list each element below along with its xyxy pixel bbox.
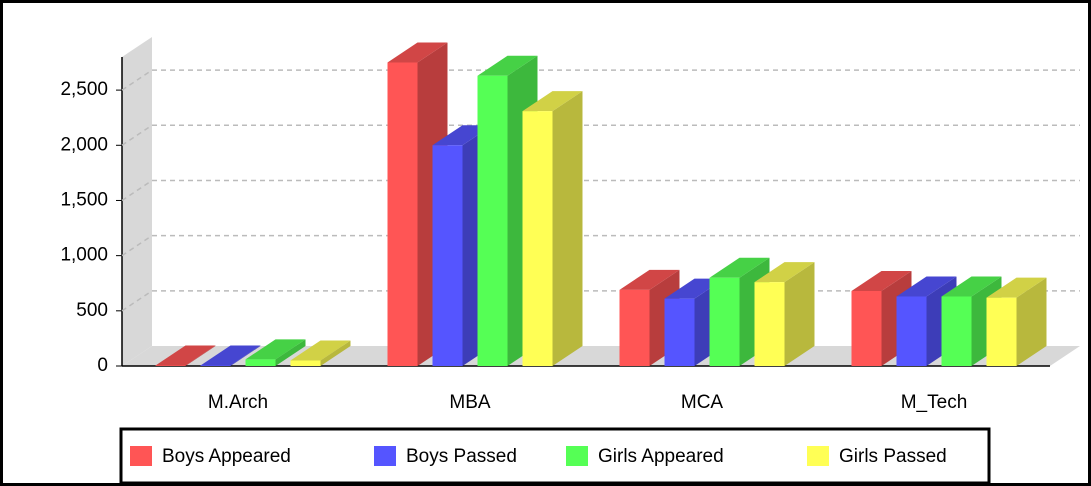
legend-label: Boys Appeared — [162, 446, 291, 467]
bar-top — [619, 269, 680, 290]
bar — [200, 345, 261, 366]
bar-top — [986, 277, 1047, 298]
grid-line — [121, 179, 153, 202]
bar-side — [230, 345, 261, 366]
bar — [245, 339, 306, 366]
legend-label: Girls Appeared — [598, 446, 724, 467]
bar-front — [941, 296, 972, 366]
bar-top — [522, 91, 583, 112]
legend-swatch — [130, 446, 152, 466]
bar-top — [896, 276, 957, 297]
bar-top — [709, 257, 770, 278]
bar-front — [290, 360, 321, 366]
legend-label: Boys Passed — [406, 446, 517, 467]
y-tick-label: 2,500 — [60, 79, 108, 100]
bar-front — [896, 296, 927, 366]
bar-side — [275, 339, 306, 366]
y-tick-label: 1,500 — [60, 189, 108, 210]
bar-top — [387, 42, 448, 63]
grid-line — [121, 124, 153, 146]
bar-front — [754, 282, 785, 366]
bar-front — [245, 359, 276, 366]
grid-line — [121, 235, 153, 257]
grid-line — [121, 290, 153, 312]
bar-side — [185, 345, 216, 366]
bar-front — [619, 289, 650, 366]
bar-front — [851, 290, 882, 366]
y-tick-label: 2,000 — [60, 134, 108, 155]
bar-front — [709, 277, 740, 366]
y-tick-label: 0 — [97, 355, 108, 376]
x-tick-label: M.Arch — [208, 392, 268, 413]
bar-top — [245, 339, 306, 360]
bar-side — [552, 91, 583, 366]
y-tick-label: 500 — [76, 300, 108, 321]
x-tick-label: MCA — [681, 392, 724, 413]
legend-box — [119, 427, 991, 485]
x-tick-label: MBA — [449, 392, 491, 413]
bar — [155, 345, 216, 366]
bar-side — [320, 340, 351, 366]
bar-top — [754, 262, 815, 283]
legend-swatch — [566, 446, 588, 466]
bar-front — [155, 365, 186, 366]
bar-top — [200, 345, 261, 366]
bar-front — [432, 145, 463, 366]
grid-line — [121, 69, 153, 91]
bar-front — [664, 298, 695, 366]
floor — [122, 346, 1080, 366]
bar-top — [290, 340, 351, 361]
bar-side — [1016, 277, 1047, 366]
bar-top — [851, 270, 912, 291]
legend-swatch — [807, 446, 829, 466]
bar-front — [387, 62, 418, 367]
legend-label: Girls Passed — [839, 446, 947, 467]
bar-side — [784, 262, 815, 366]
y-tick-label: 1,000 — [60, 245, 108, 266]
bar-front — [477, 75, 508, 366]
bar-top — [941, 276, 1002, 297]
bar-top — [155, 345, 216, 366]
bar — [986, 277, 1047, 366]
bar — [754, 262, 815, 366]
legend-swatch — [374, 446, 396, 466]
bar — [522, 91, 583, 366]
bar-front — [522, 111, 553, 366]
side-wall — [122, 37, 152, 366]
bar-front — [200, 365, 231, 366]
bar-top — [477, 55, 538, 76]
x-tick-label: M_Tech — [901, 392, 968, 413]
bar — [290, 340, 351, 366]
bar-front — [986, 297, 1017, 366]
